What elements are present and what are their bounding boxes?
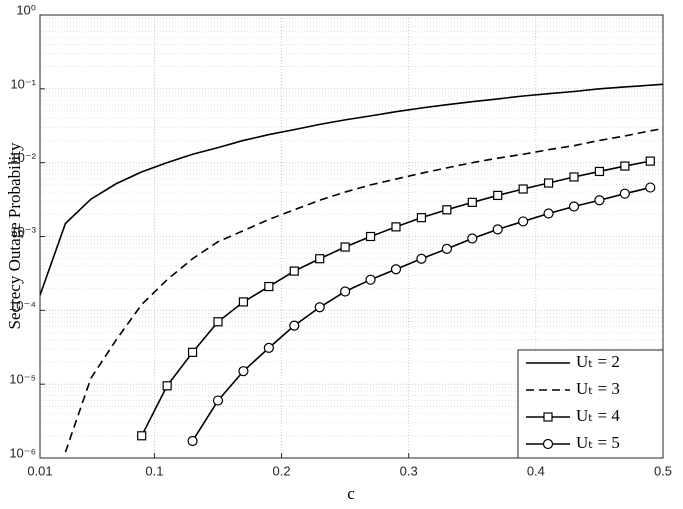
marker — [619, 188, 630, 199]
y-tick-label: 10⁻⁴ — [9, 298, 36, 313]
axes-box — [39, 14, 664, 459]
series-line — [40, 83, 663, 296]
x-tick-label: 0.1 — [145, 463, 163, 478]
marker — [314, 302, 325, 313]
marker — [568, 201, 580, 212]
marker — [594, 195, 605, 206]
marker — [542, 438, 554, 450]
marker — [543, 208, 554, 219]
marker — [391, 222, 401, 232]
marker — [518, 216, 529, 227]
marker — [645, 182, 656, 193]
marker — [187, 435, 198, 447]
marker — [315, 254, 325, 264]
x-axis-label: c — [347, 484, 355, 503]
y-tick-label: 10⁻² — [10, 150, 36, 165]
marker — [518, 184, 528, 194]
x-tick-label: 0.2 — [273, 463, 291, 478]
marker — [492, 224, 503, 235]
marker — [365, 231, 376, 242]
legend-label: Uₜ = 2 — [576, 352, 620, 371]
marker — [467, 197, 477, 207]
marker — [569, 172, 579, 182]
marker — [442, 205, 452, 215]
x-tick-label: 0.5 — [654, 463, 672, 478]
x-tick-label: 0.3 — [400, 463, 418, 478]
x-tick-label: 0.01 — [27, 463, 52, 478]
x-tick-label: 0.4 — [527, 463, 545, 478]
marker — [212, 395, 224, 406]
plot-lines — [40, 83, 663, 453]
legend-label: Uₜ = 4 — [576, 406, 620, 425]
marker — [416, 213, 427, 223]
marker — [289, 320, 300, 331]
marker — [187, 347, 198, 357]
marker — [467, 233, 478, 244]
marker — [162, 381, 172, 391]
marker — [213, 317, 223, 327]
marker — [238, 297, 249, 307]
marker — [289, 266, 299, 276]
marker — [416, 253, 427, 264]
marker — [137, 431, 147, 441]
marker — [620, 161, 630, 171]
marker — [441, 243, 452, 254]
legend-label: Uₜ = 5 — [576, 433, 620, 452]
marker — [594, 166, 605, 177]
marker — [543, 178, 554, 188]
marker — [365, 274, 376, 285]
marker — [543, 412, 553, 422]
y-tick-label: 10⁻⁶ — [9, 445, 36, 460]
marker — [263, 342, 274, 353]
marker — [340, 242, 350, 252]
y-tick-label: 10⁻³ — [10, 224, 36, 239]
marker — [390, 264, 402, 275]
y-tick-label: 10⁻⁵ — [9, 372, 36, 387]
y-tick-label: 10⁰ — [16, 2, 36, 17]
marker — [238, 366, 249, 377]
y-tick-label: 10⁻¹ — [10, 76, 36, 91]
marker — [645, 156, 655, 166]
legend-label: Uₜ = 3 — [576, 379, 620, 398]
y-axis-label: Secrecy Outage Probability — [5, 142, 24, 329]
series-line — [64, 127, 663, 453]
marker — [493, 190, 503, 201]
marker — [340, 286, 351, 297]
marker — [264, 281, 274, 292]
legend-box — [517, 349, 664, 459]
